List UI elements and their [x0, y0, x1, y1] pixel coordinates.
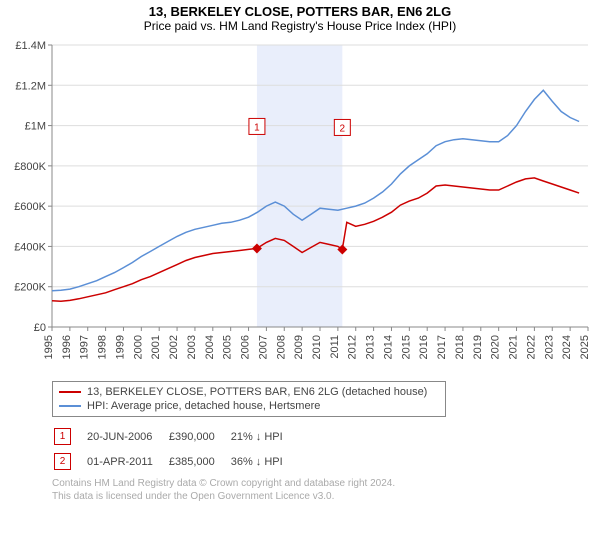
footer-attribution: Contains HM Land Registry data © Crown c… — [52, 477, 588, 503]
svg-text:2020: 2020 — [490, 335, 502, 359]
svg-text:£400K: £400K — [14, 241, 46, 253]
svg-text:£1.4M: £1.4M — [15, 40, 46, 52]
svg-text:2: 2 — [340, 123, 346, 134]
svg-text:2007: 2007 — [257, 335, 269, 359]
svg-text:2013: 2013 — [365, 335, 377, 359]
marker-price: £390,000 — [169, 425, 229, 448]
svg-text:2025: 2025 — [579, 335, 591, 359]
svg-text:2024: 2024 — [561, 335, 573, 359]
legend-label: HPI: Average price, detached house, Hert… — [87, 400, 320, 412]
svg-text:2016: 2016 — [418, 335, 430, 359]
svg-text:£800K: £800K — [14, 161, 46, 173]
svg-text:1997: 1997 — [79, 335, 91, 359]
svg-text:1995: 1995 — [43, 335, 55, 359]
price-chart: £0 £200K £400K £600K £800K £1M £1.2M £1.4M 1995 1… — [6, 37, 594, 377]
marker-price: £385,000 — [169, 450, 229, 473]
svg-text:2002: 2002 — [168, 335, 180, 359]
table-row: 2 01-APR-2011 £385,000 36% ↓ HPI — [54, 450, 297, 473]
svg-text:2011: 2011 — [329, 335, 341, 359]
svg-text:2012: 2012 — [347, 335, 359, 359]
svg-text:2015: 2015 — [400, 335, 412, 359]
marker-date: 01-APR-2011 — [87, 450, 167, 473]
svg-text:2003: 2003 — [186, 335, 198, 359]
legend-row: HPI: Average price, detached house, Hert… — [59, 399, 439, 413]
legend-swatch — [59, 405, 81, 407]
marker-num-box: 1 — [54, 428, 71, 445]
svg-text:2023: 2023 — [543, 335, 555, 359]
svg-text:2005: 2005 — [222, 335, 234, 359]
svg-text:£0: £0 — [34, 322, 46, 334]
svg-text:2019: 2019 — [472, 335, 484, 359]
svg-text:1999: 1999 — [114, 335, 126, 359]
svg-text:2009: 2009 — [293, 335, 305, 359]
marker-table: 1 20-JUN-2006 £390,000 21% ↓ HPI 2 01-AP… — [52, 423, 299, 475]
svg-text:2008: 2008 — [275, 335, 287, 359]
svg-text:2018: 2018 — [454, 335, 466, 359]
svg-text:£1.2M: £1.2M — [15, 80, 46, 92]
legend-label: 13, BERKELEY CLOSE, POTTERS BAR, EN6 2LG… — [87, 386, 427, 398]
chart-title: 13, BERKELEY CLOSE, POTTERS BAR, EN6 2LG — [6, 4, 594, 19]
marker-num-box: 2 — [54, 453, 71, 470]
svg-text:£1M: £1M — [25, 121, 46, 133]
svg-text:2014: 2014 — [382, 335, 394, 359]
svg-text:1996: 1996 — [61, 335, 73, 359]
svg-text:1: 1 — [254, 122, 260, 133]
svg-text:2021: 2021 — [508, 335, 520, 359]
svg-text:2010: 2010 — [311, 335, 323, 359]
svg-text:2001: 2001 — [150, 335, 162, 359]
marker-date: 20-JUN-2006 — [87, 425, 167, 448]
legend: 13, BERKELEY CLOSE, POTTERS BAR, EN6 2LG… — [52, 381, 446, 417]
svg-text:£600K: £600K — [14, 201, 46, 213]
footer-line: This data is licensed under the Open Gov… — [52, 490, 588, 503]
svg-text:2006: 2006 — [240, 335, 252, 359]
svg-text:2004: 2004 — [204, 335, 216, 359]
marker-delta: 21% ↓ HPI — [231, 425, 297, 448]
marker-delta: 36% ↓ HPI — [231, 450, 297, 473]
svg-text:£200K: £200K — [14, 282, 46, 294]
footer-line: Contains HM Land Registry data © Crown c… — [52, 477, 588, 490]
table-row: 1 20-JUN-2006 £390,000 21% ↓ HPI — [54, 425, 297, 448]
svg-text:2017: 2017 — [436, 335, 448, 359]
legend-swatch — [59, 391, 81, 393]
svg-text:1998: 1998 — [97, 335, 109, 359]
svg-text:2022: 2022 — [525, 335, 537, 359]
legend-row: 13, BERKELEY CLOSE, POTTERS BAR, EN6 2LG… — [59, 385, 439, 399]
svg-text:2000: 2000 — [132, 335, 144, 359]
chart-subtitle: Price paid vs. HM Land Registry's House … — [6, 19, 594, 33]
